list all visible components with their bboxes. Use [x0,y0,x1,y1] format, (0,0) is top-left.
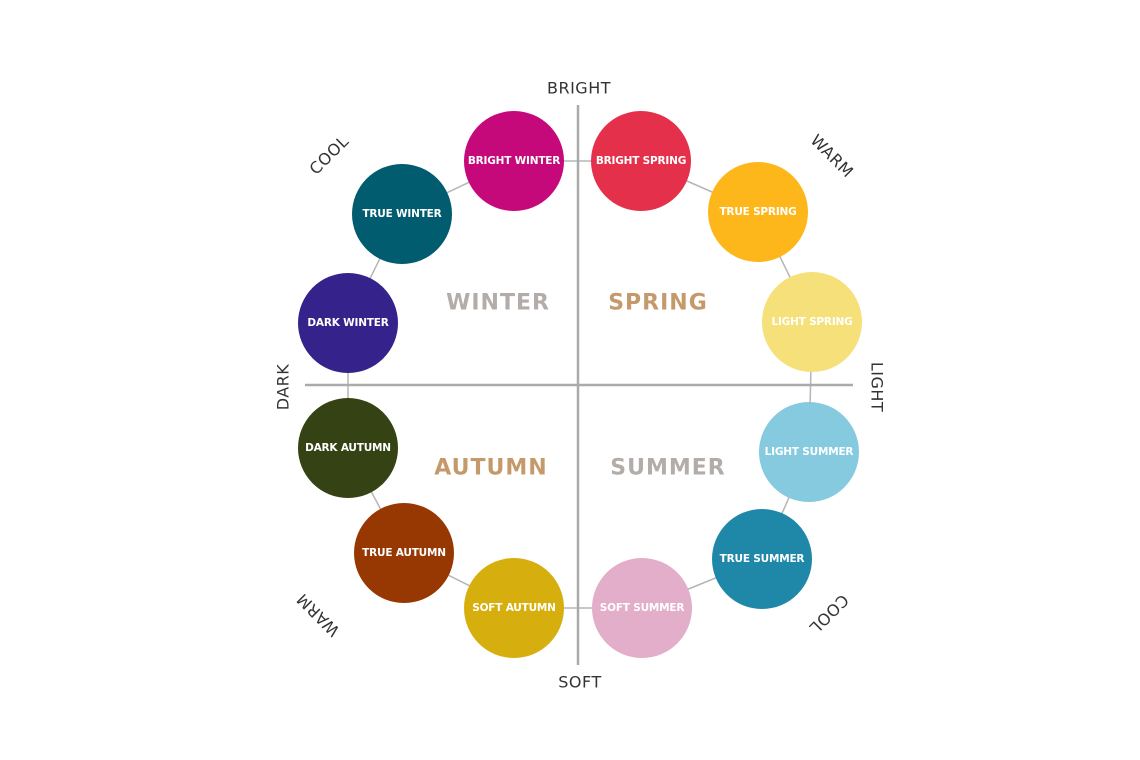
palette-circle-light-spring: LIGHT SPRING [762,272,862,372]
palette-circle-true-autumn: TRUE AUTUMN [354,503,454,603]
palette-label: BRIGHT SPRING [595,155,687,167]
palette-label: SOFT SUMMER [599,602,685,614]
palette-circle-bright-winter: BRIGHT WINTER [464,111,564,211]
axis-label-bright: BRIGHT [546,78,612,98]
season-summer: SUMMER [610,455,726,481]
palette-circle-bright-spring: BRIGHT SPRING [591,111,691,211]
palette-label: LIGHT SUMMER [764,446,854,458]
palette-label: DARK AUTUMN [305,442,391,454]
axis-label-light: LIGHT [867,361,887,413]
palette-circle-dark-winter: DARK WINTER [298,273,398,373]
palette-circle-dark-autumn: DARK AUTUMN [298,398,398,498]
palette-label: BRIGHT WINTER [467,155,561,167]
axis-label-soft: SOFT [558,672,602,692]
palette-circle-true-winter: TRUE WINTER [352,164,452,264]
palette-label: LIGHT SPRING [771,316,853,328]
palette-circle-soft-summer: SOFT SUMMER [592,558,692,658]
palette-label: TRUE SUMMER [719,553,805,565]
axis-label-dark: DARK [273,363,293,411]
palette-label: TRUE SPRING [719,206,797,218]
palette-label: TRUE WINTER [362,208,442,220]
season-winter: WINTER [446,290,550,316]
palette-circle-true-summer: TRUE SUMMER [712,509,812,609]
season-autumn: AUTUMN [434,455,548,481]
palette-label: TRUE AUTUMN [362,547,446,559]
palette-circle-true-spring: TRUE SPRING [708,162,808,262]
palette-circle-light-summer: LIGHT SUMMER [759,402,859,502]
palette-label: SOFT AUTUMN [472,602,556,614]
season-spring: SPRING [608,290,708,316]
palette-circle-soft-autumn: SOFT AUTUMN [464,558,564,658]
palette-label: DARK WINTER [307,317,389,329]
